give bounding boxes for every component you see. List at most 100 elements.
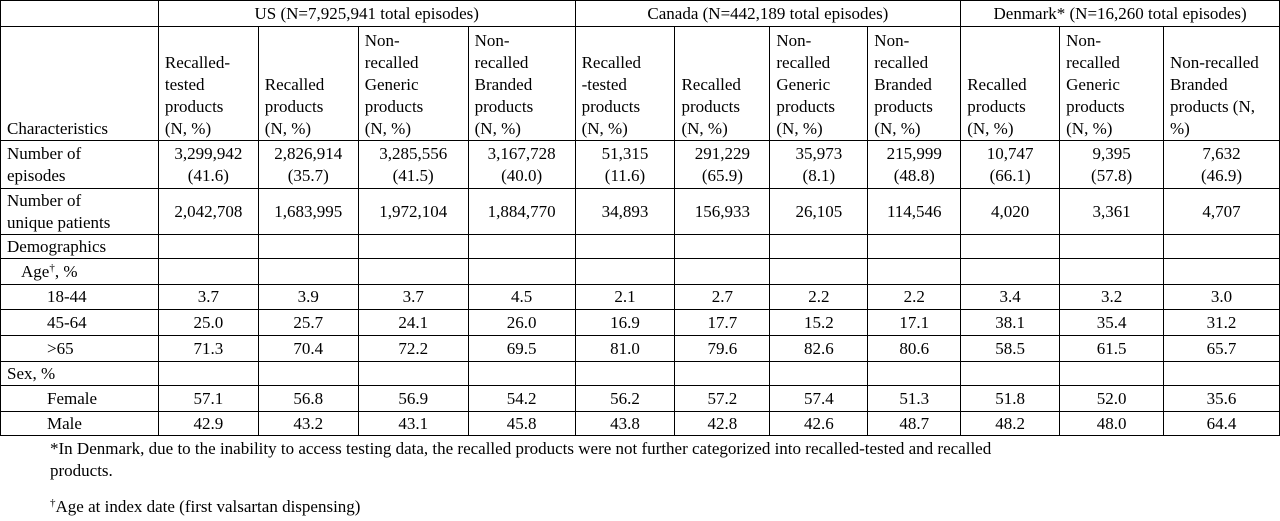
table-cell: 48.7 bbox=[867, 411, 962, 436]
table-cell: 3,285,556 (41.5) bbox=[357, 140, 469, 189]
row-label: Number of episodes bbox=[0, 140, 159, 189]
table-row: Demographics bbox=[0, 234, 1280, 259]
row-label: Number of unique patients bbox=[0, 188, 159, 235]
footnote-denmark: *In Denmark, due to the inability to acc… bbox=[50, 439, 992, 480]
table-cell: 156,933 bbox=[674, 188, 771, 235]
group-header-cell: Canada (N=442,189 total episodes) bbox=[574, 0, 962, 27]
table-cell: 42.8 bbox=[674, 411, 771, 436]
table-cell: 57.1 bbox=[157, 385, 259, 412]
row-label-text: Number of unique patients bbox=[7, 190, 111, 232]
table-cell bbox=[769, 361, 869, 386]
table-cell bbox=[1163, 258, 1280, 285]
table-cell bbox=[674, 361, 771, 386]
table-cell: 2,042,708 bbox=[157, 188, 259, 235]
row-label: Demographics bbox=[0, 234, 159, 259]
column-header-cell: Recalled- tested products (N, %) bbox=[157, 26, 259, 141]
table-cell: 17.1 bbox=[867, 309, 962, 336]
table-cell bbox=[769, 258, 869, 285]
table-cell: 57.4 bbox=[769, 385, 869, 412]
table-cell: 58.5 bbox=[960, 335, 1061, 362]
footnote-dagger: † bbox=[50, 497, 56, 509]
table-row: Number of unique patients 2,042,708 1,683,… bbox=[0, 188, 1280, 235]
table-cell: 35.6 bbox=[1163, 385, 1280, 412]
table-cell bbox=[674, 234, 771, 259]
table-cell bbox=[357, 234, 469, 259]
column-header-row: Characteristics Recalled- tested products… bbox=[0, 26, 1280, 141]
row-label-text: Demographics bbox=[7, 236, 107, 256]
table-cell: 79.6 bbox=[674, 335, 771, 362]
table-cell: 1,972,104 bbox=[357, 188, 469, 235]
column-header-cell: Non-recalled Branded products (N, %) bbox=[1163, 26, 1280, 141]
row-label: Female bbox=[0, 385, 159, 412]
table-cell: 9,395 (57.8) bbox=[1059, 140, 1165, 189]
table-cell: 51,315 (11.6) bbox=[574, 140, 676, 189]
column-header-cell: Recalled products (N, %) bbox=[674, 26, 771, 141]
column-header-cell: Non- recalled Generic products (N, %) bbox=[769, 26, 869, 141]
table-cell bbox=[157, 258, 259, 285]
row-label-text: Number of episodes bbox=[7, 143, 82, 185]
row-label: Sex, % bbox=[0, 361, 159, 386]
row-label: 18-44 bbox=[0, 284, 159, 310]
table-cell: 56.9 bbox=[357, 385, 469, 412]
table-cell: 4.5 bbox=[467, 284, 576, 310]
table-cell: 2.1 bbox=[574, 284, 676, 310]
table-row: Number of episodes 3,299,942 (41.6) 2,826,… bbox=[0, 140, 1280, 189]
table-cell: 114,546 bbox=[867, 188, 962, 235]
row-label-text: >65 bbox=[47, 338, 74, 358]
table-cell: 3.7 bbox=[357, 284, 469, 310]
row-label-text: Age bbox=[21, 261, 50, 281]
table-cell: 15.2 bbox=[769, 309, 869, 336]
table-cell bbox=[1163, 361, 1280, 386]
table-cell: 82.6 bbox=[769, 335, 869, 362]
table-cell bbox=[1059, 258, 1165, 285]
group-header-cell: US (N=7,925,941 total episodes) bbox=[157, 0, 576, 27]
table-cell: 3.4 bbox=[960, 284, 1061, 310]
dagger-mark: † bbox=[49, 261, 55, 274]
table-cell: 35,973 (8.1) bbox=[769, 140, 869, 189]
table-cell: 215,999 (48.8) bbox=[867, 140, 962, 189]
column-header-cell: Recalled -tested products (N, %) bbox=[574, 26, 676, 141]
table-cell: 61.5 bbox=[1059, 335, 1165, 362]
table-cell: 45.8 bbox=[467, 411, 576, 436]
table-cell: 2.7 bbox=[674, 284, 771, 310]
table-cell bbox=[357, 258, 469, 285]
row-label: 45-64 bbox=[0, 309, 159, 336]
table-cell bbox=[467, 234, 576, 259]
table-row: 18-44 3.7 3.9 3.7 4.5 2.1 2.7 2.2 2.2 3.4 3.2 3.0 bbox=[0, 284, 1280, 310]
table-cell: 17.7 bbox=[674, 309, 771, 336]
table-cell: 31.2 bbox=[1163, 309, 1280, 336]
table-cell: 69.5 bbox=[467, 335, 576, 362]
table-cell: 57.2 bbox=[674, 385, 771, 412]
table-cell bbox=[960, 258, 1061, 285]
table-cell: 16.9 bbox=[574, 309, 676, 336]
table-cell: 81.0 bbox=[574, 335, 676, 362]
table-cell: 24.1 bbox=[357, 309, 469, 336]
table-cell: 3,361 bbox=[1059, 188, 1165, 235]
row-label-text: 45-64 bbox=[47, 312, 87, 332]
table-cell: 7,632 (46.9) bbox=[1163, 140, 1280, 189]
table-cell: 3.9 bbox=[257, 284, 359, 310]
table-cell: 2.2 bbox=[867, 284, 962, 310]
table-cell: 71.3 bbox=[157, 335, 259, 362]
column-header-cell: Non- recalled Branded products (N, %) bbox=[467, 26, 576, 141]
table-cell bbox=[867, 361, 962, 386]
table-cell bbox=[960, 361, 1061, 386]
table-cell: 4,020 bbox=[960, 188, 1061, 235]
row-label-suffix: , % bbox=[54, 261, 78, 281]
table-cell: 3,299,942 (41.6) bbox=[157, 140, 259, 189]
characteristics-header: Characteristics bbox=[0, 26, 159, 141]
table-cell: 42.9 bbox=[157, 411, 259, 436]
table-cell: 52.0 bbox=[1059, 385, 1165, 412]
table-row: Male 42.9 43.2 43.1 45.8 43.8 42.8 42.6 48.7 48.2… bbox=[0, 411, 1280, 436]
table-cell: 2.2 bbox=[769, 284, 869, 310]
column-header-cell: Recalled products (N, %) bbox=[257, 26, 359, 141]
table-cell: 65.7 bbox=[1163, 335, 1280, 362]
table-cell bbox=[467, 258, 576, 285]
table-cell bbox=[157, 361, 259, 386]
table-cell: 42.6 bbox=[769, 411, 869, 436]
table-cell: 51.8 bbox=[960, 385, 1061, 412]
table-cell bbox=[574, 258, 676, 285]
table-cell bbox=[574, 234, 676, 259]
table-cell: 35.4 bbox=[1059, 309, 1165, 336]
row-label: Male bbox=[0, 411, 159, 436]
